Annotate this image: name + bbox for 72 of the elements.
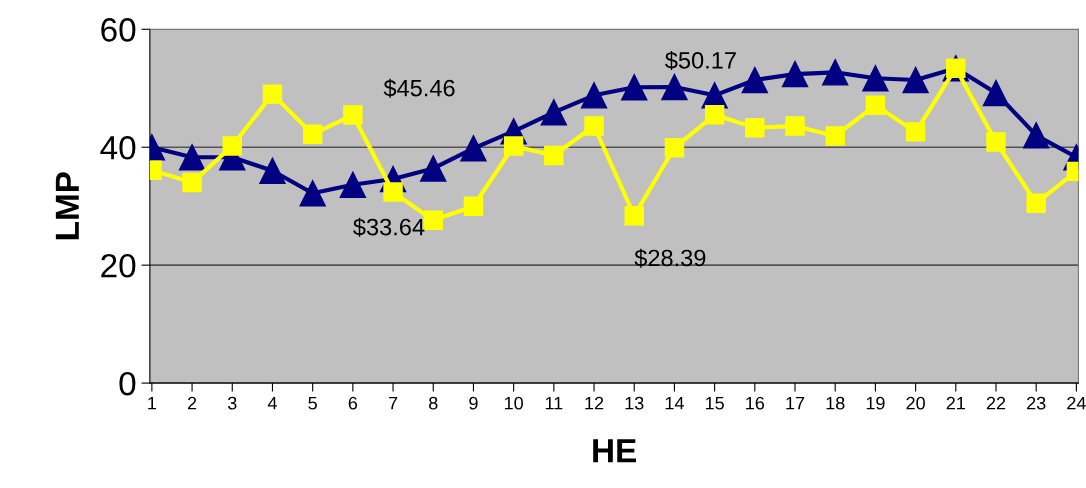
- x-tick-label: 6: [348, 396, 358, 410]
- x-tick-label: 16: [746, 396, 765, 410]
- point: [986, 132, 1006, 152]
- point: [540, 99, 568, 126]
- point: [902, 66, 929, 94]
- point: [259, 157, 286, 184]
- point: [1022, 122, 1050, 149]
- point: [781, 60, 809, 88]
- x-axis-title: HE: [593, 439, 636, 463]
- point: [624, 205, 644, 226]
- x-tick-label: 7: [388, 396, 398, 410]
- point: [580, 82, 608, 109]
- point: [1026, 193, 1046, 213]
- point: [862, 65, 889, 92]
- point: [745, 118, 765, 138]
- y-axis-title: LMP: [55, 172, 79, 240]
- x-tick-label: 9: [469, 396, 478, 410]
- x-tick-label: 1: [148, 396, 157, 410]
- x-tick-label: 22: [986, 396, 1006, 410]
- x-tick-label: 12: [585, 396, 604, 410]
- annotation: $28.39: [634, 248, 706, 268]
- x-tick-label: 24: [1067, 396, 1086, 410]
- point: [785, 116, 805, 136]
- x-tick-label: 17: [786, 396, 805, 410]
- x-tick-label: 5: [308, 396, 317, 410]
- x-tick-label: 23: [1027, 396, 1046, 410]
- point: [865, 95, 886, 116]
- point: [825, 126, 845, 146]
- point: [423, 210, 443, 231]
- x-tick-label: 8: [429, 396, 438, 410]
- y-tick-label: 20: [101, 253, 136, 278]
- y-tick-label: 0: [119, 371, 136, 396]
- point: [460, 135, 487, 162]
- point: [262, 84, 283, 104]
- point: [299, 180, 326, 207]
- x-tick-label: 4: [267, 396, 277, 410]
- point: [905, 122, 926, 142]
- x-tick-label: 15: [705, 396, 724, 410]
- point: [178, 144, 206, 171]
- x-tick-label: 11: [545, 396, 563, 410]
- point: [339, 171, 367, 198]
- point: [704, 105, 725, 125]
- point: [584, 116, 604, 136]
- x-tick-label: 13: [625, 396, 644, 410]
- point: [383, 182, 403, 202]
- point: [982, 79, 1010, 107]
- point: [664, 138, 685, 158]
- x-tick-label: 21: [946, 396, 965, 410]
- point: [741, 66, 769, 94]
- x-tick-label: 14: [665, 396, 684, 410]
- point: [544, 145, 564, 166]
- x-tick-label: 3: [227, 396, 237, 410]
- point: [463, 196, 484, 216]
- x-tick-label: 20: [906, 396, 925, 410]
- point: [182, 172, 202, 193]
- point: [822, 59, 849, 86]
- point: [621, 74, 648, 101]
- annotation: $33.64: [353, 217, 425, 237]
- x-tick-label: 10: [504, 396, 523, 410]
- point: [302, 124, 323, 144]
- annotation: $45.46: [383, 78, 455, 98]
- x-tick-label: 18: [826, 396, 845, 410]
- point: [222, 136, 242, 156]
- annotation: $50.17: [665, 50, 736, 71]
- x-tick-label: 19: [866, 396, 885, 410]
- y-tick-label: 40: [100, 136, 136, 160]
- point: [503, 136, 524, 156]
- y-tick-label: 60: [101, 18, 136, 42]
- point: [343, 105, 363, 125]
- point: [661, 73, 688, 101]
- x-tick-label: 2: [187, 396, 197, 410]
- point: [420, 155, 447, 182]
